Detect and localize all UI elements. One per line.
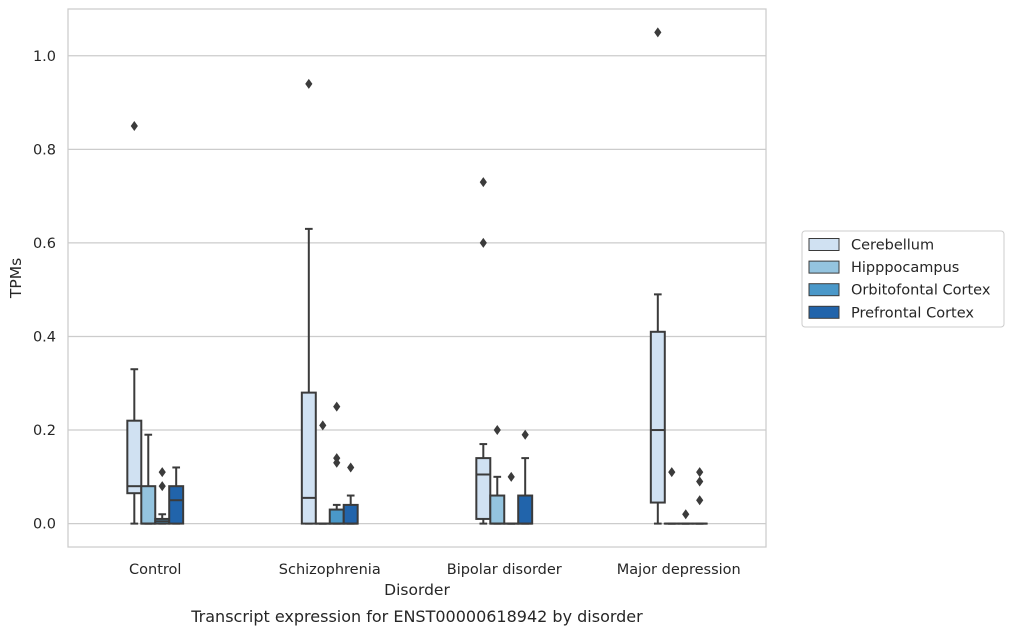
outlier-point — [507, 471, 515, 482]
legend-swatch — [808, 283, 840, 297]
outlier-point — [654, 27, 662, 38]
x-tick-label: Major depression — [617, 562, 741, 578]
outlier-point — [319, 420, 327, 431]
x-tick-label: Bipolar disorder — [447, 562, 562, 578]
outlier-point — [521, 429, 529, 440]
box — [475, 177, 492, 525]
y-tick-label: 0.0 — [33, 517, 56, 533]
box — [663, 467, 680, 525]
legend-swatch — [808, 238, 840, 251]
box-body — [168, 485, 185, 525]
box — [154, 467, 171, 525]
outlier-point — [493, 425, 501, 436]
box — [517, 429, 534, 525]
legend-swatch — [808, 305, 840, 319]
x-axis-title: Disorder — [384, 581, 450, 599]
legend-label: Hipppocampus — [851, 260, 959, 276]
box — [342, 462, 359, 525]
box — [314, 420, 331, 525]
outlier-point — [333, 401, 341, 412]
box-body — [126, 419, 143, 495]
y-tick-label: 1.0 — [33, 49, 56, 65]
box — [140, 433, 157, 525]
box-body — [328, 508, 345, 525]
box — [300, 78, 317, 525]
outlier-point — [347, 462, 355, 473]
box — [328, 401, 345, 525]
y-axis-ticks: 0.0 0.2 0.4 0.6 0.8 1.0 — [33, 49, 56, 533]
outlier-point — [696, 467, 704, 478]
grid-lines — [68, 55, 766, 525]
box-body — [489, 494, 506, 525]
box-body — [342, 503, 359, 525]
y-tick-label: 0.2 — [33, 423, 56, 439]
box-body — [649, 330, 666, 504]
legend-label: Prefrontal Cortex — [851, 305, 974, 321]
outlier-point — [305, 78, 313, 89]
box-body — [517, 494, 534, 525]
outlier-point — [333, 453, 341, 464]
series-prefrontal-cortex — [168, 429, 708, 525]
box — [691, 467, 708, 525]
legend: Cerebellum Hipppocampus Orbitofontal Corte… — [801, 230, 1005, 328]
outlier-point — [479, 177, 487, 188]
box-body — [300, 391, 317, 525]
series-cerebellum — [126, 27, 666, 525]
chart-caption: Transcript expression for ENST0000061894… — [190, 607, 643, 626]
series-orbitofontal-cortex — [154, 401, 694, 525]
legend-frame — [801, 230, 1005, 328]
box — [677, 509, 694, 525]
x-axis-ticks: Control Schizophrenia Bipolar disorder Majo… — [129, 562, 741, 578]
y-tick-label: 0.6 — [33, 236, 56, 252]
legend-label: Cerebellum — [851, 238, 934, 254]
box — [489, 425, 506, 525]
outlier-point — [682, 509, 690, 520]
box — [503, 471, 520, 525]
plot-frame — [67, 8, 767, 548]
box-body — [475, 457, 492, 520]
y-tick-label: 0.8 — [33, 142, 56, 158]
y-axis-title: TPMs — [7, 258, 25, 299]
outlier-point — [479, 237, 487, 248]
outlier-point — [696, 495, 704, 506]
legend-label: Orbitofontal Cortex — [851, 283, 991, 299]
box-series — [126, 27, 708, 525]
box — [168, 466, 185, 525]
outlier-point — [158, 467, 166, 478]
outlier-point — [158, 481, 166, 492]
x-tick-label: Control — [129, 562, 181, 578]
box — [126, 120, 143, 525]
box — [649, 27, 666, 525]
legend-swatch — [808, 260, 840, 274]
outlier-point — [130, 120, 138, 131]
outlier-point — [668, 467, 676, 478]
box-body — [140, 485, 157, 525]
outlier-point — [696, 476, 704, 487]
series-hipppocampus — [140, 420, 680, 525]
y-tick-label: 0.4 — [33, 329, 56, 345]
x-tick-label: Schizophrenia — [279, 562, 381, 578]
